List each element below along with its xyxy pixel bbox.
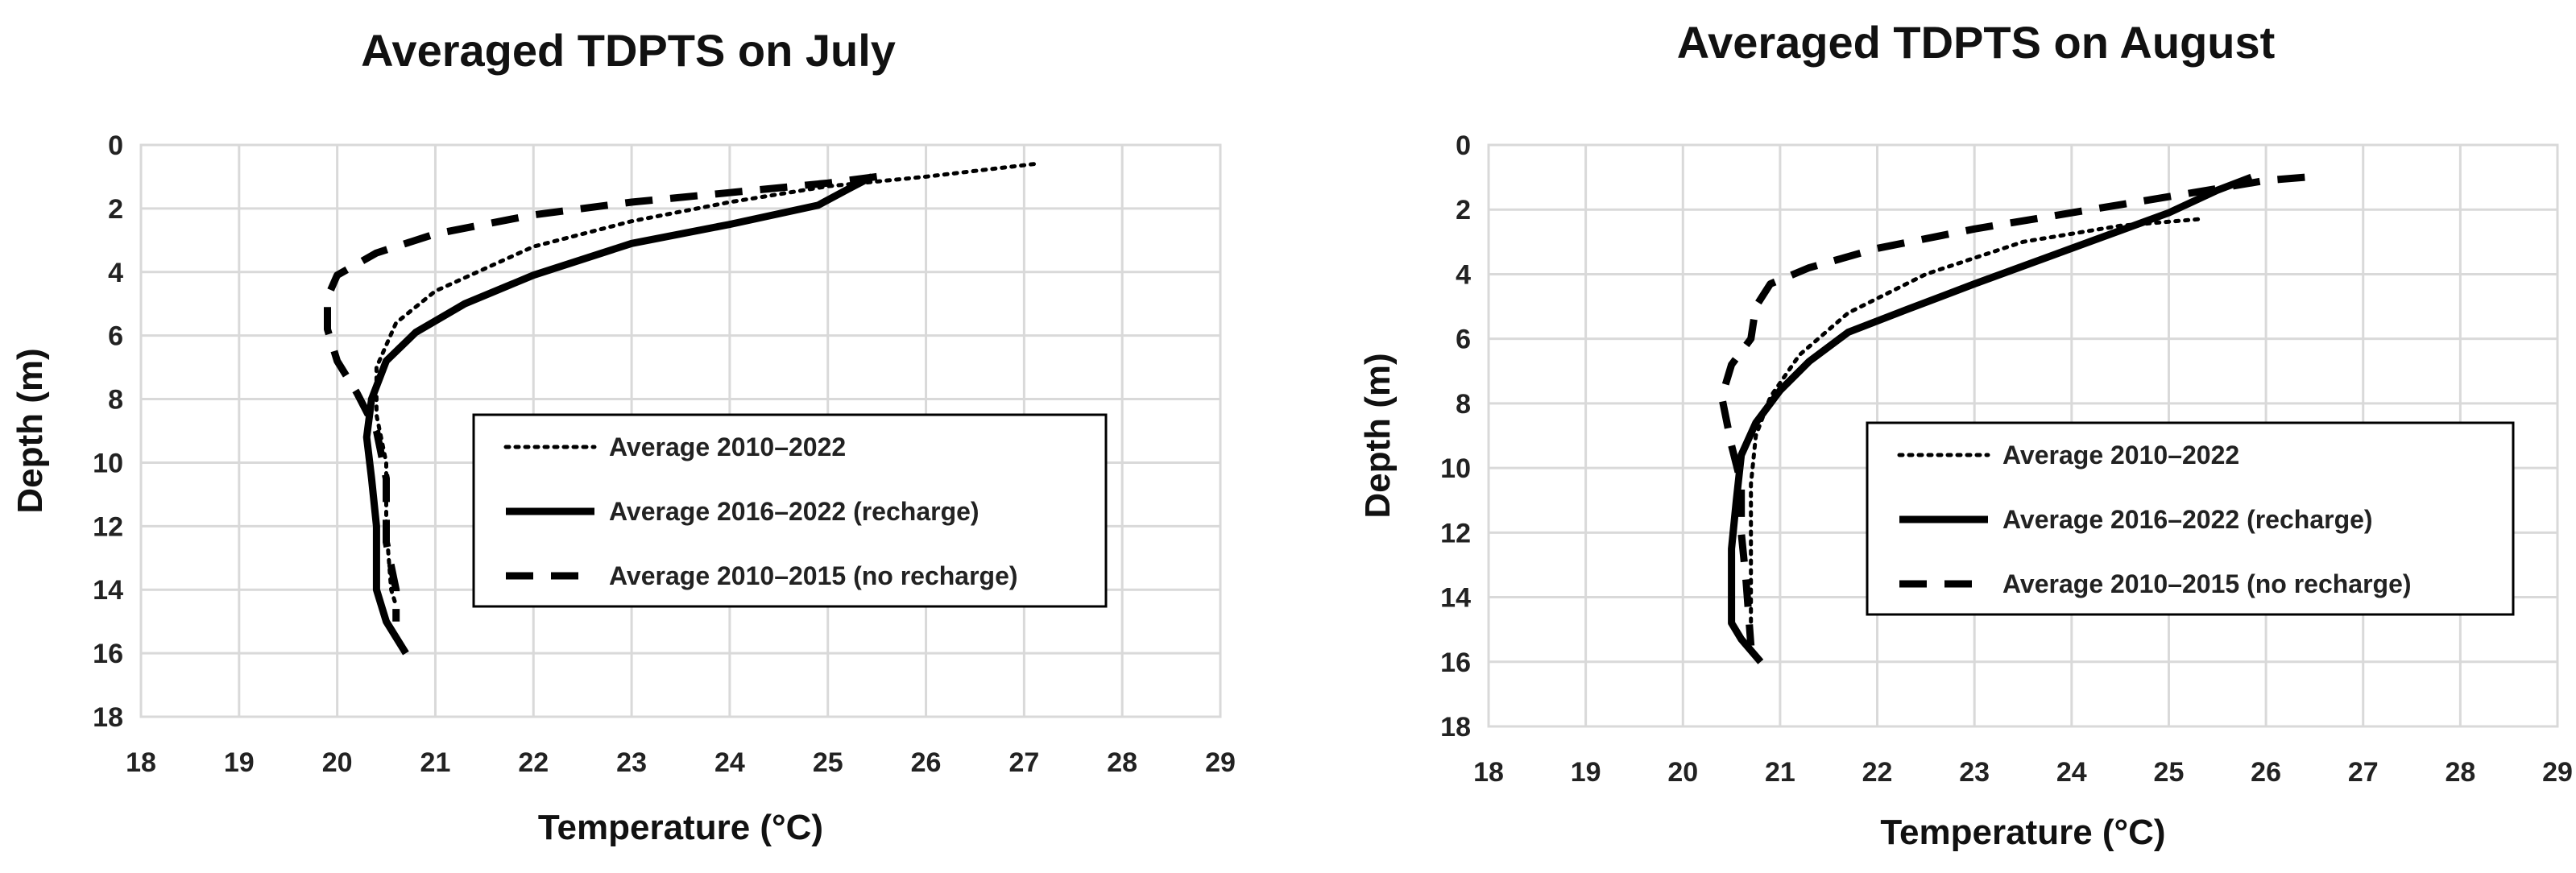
y-tick-label: 2	[108, 194, 123, 225]
y-tick-label: 8	[1456, 389, 1471, 420]
x-tick-label: 19	[1571, 757, 1601, 788]
x-tick-label: 28	[2445, 757, 2475, 788]
x-tick-label: 18	[1473, 757, 1504, 788]
y-tick-label: 0	[1456, 130, 1471, 161]
x-tick-label: 26	[911, 747, 942, 778]
legend-entry: Average 2016–2022 (recharge)	[2002, 505, 2373, 534]
series-line-dotted	[1749, 217, 2201, 648]
x-tick-label: 29	[1205, 747, 1236, 778]
y-tick-label: 18	[93, 702, 123, 733]
legend-entry: Average 2016–2022 (recharge)	[609, 497, 979, 526]
legend: Average 2010–2022 Average 2016–2022 (rech…	[1866, 421, 2515, 616]
x-tick-label: 21	[420, 747, 451, 778]
y-tick-label: 6	[1456, 325, 1471, 355]
y-tick-label: 6	[108, 321, 123, 352]
x-tick-label: 23	[1959, 757, 1990, 788]
chart-title: Averaged TDPTS on July	[361, 25, 896, 76]
x-tick-label: 26	[2251, 757, 2281, 788]
y-tick-label: 4	[1456, 259, 1471, 290]
y-tick-label: 10	[93, 448, 123, 478]
x-tick-label: 23	[616, 747, 647, 778]
series-line-solid	[362, 173, 874, 656]
legend-entry: Average 2010–2015 (no recharge)	[609, 561, 1018, 590]
x-tick-label: 22	[518, 747, 549, 778]
y-tick-label: 12	[93, 511, 123, 542]
x-tick-label: 19	[224, 747, 255, 778]
legend-entry: Average 2010–2022	[2002, 441, 2239, 470]
x-tick-label: 24	[2056, 757, 2087, 788]
y-axis-label: Depth (m)	[1358, 353, 1398, 518]
series-line-solid	[1728, 173, 2253, 664]
series-line-dotted	[374, 162, 1036, 608]
legend-entry: Average 2010–2015 (no recharge)	[2002, 569, 2412, 598]
legend: Average 2010–2022 Average 2016–2022 (rech…	[472, 413, 1108, 608]
legend-entry: Average 2010–2022	[609, 432, 846, 461]
y-tick-label: 0	[108, 130, 123, 161]
x-tick-label: 21	[1765, 757, 1795, 788]
x-tick-label: 20	[1667, 757, 1698, 788]
x-axis-label: Temperature (°C)	[1880, 813, 2165, 852]
x-tick-label: 18	[126, 747, 156, 778]
y-tick-label: 10	[1440, 453, 1471, 484]
y-tick-label: 8	[108, 385, 123, 416]
x-tick-label: 28	[1107, 747, 1137, 778]
y-axis-label: Depth (m)	[10, 348, 50, 513]
x-axis-label: Temperature (°C)	[538, 808, 823, 847]
y-tick-label: 18	[1440, 712, 1471, 743]
y-tick-label: 2	[1456, 195, 1471, 225]
x-tick-label: 27	[2348, 757, 2379, 788]
series-group	[324, 162, 1036, 656]
series-group	[1718, 173, 2305, 664]
y-tick-label: 16	[93, 639, 123, 669]
y-tick-label: 12	[1440, 518, 1471, 548]
x-tick-label: 25	[813, 747, 843, 778]
y-tick-label: 14	[1440, 583, 1471, 614]
x-tick-label: 20	[322, 747, 353, 778]
x-tick-label: 22	[1862, 757, 1893, 788]
series-line-dashed	[1718, 173, 2305, 647]
y-tick-label: 16	[1440, 648, 1471, 678]
plot-area	[1487, 143, 2559, 728]
y-tick-label: 14	[93, 575, 123, 606]
x-tick-label: 27	[1008, 747, 1039, 778]
x-tick-label: 25	[2154, 757, 2185, 788]
x-tick-label: 24	[714, 747, 745, 778]
chart-title: Averaged TDPTS on August	[1677, 17, 2276, 68]
plot-area	[139, 143, 1222, 718]
y-tick-label: 4	[108, 258, 123, 288]
series-line-dashed	[324, 172, 878, 622]
x-tick-label: 29	[2542, 757, 2573, 788]
